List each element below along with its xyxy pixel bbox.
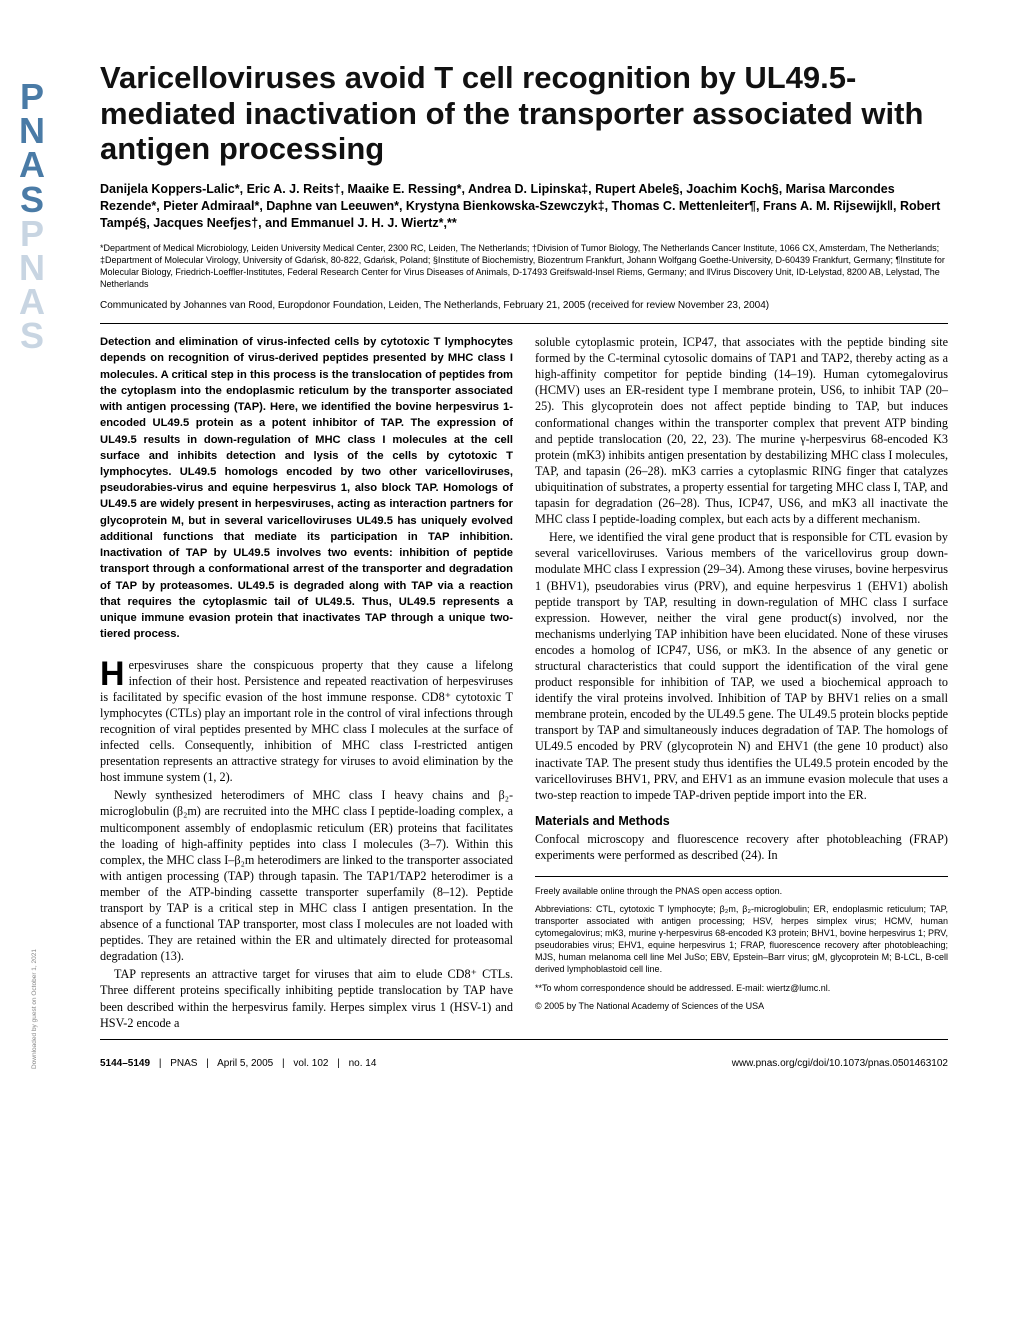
dropcap: H (100, 657, 129, 689)
abstract-text: Detection and elimination of virus-infec… (100, 334, 513, 642)
footer-separator: | (282, 1058, 285, 1069)
heavy-rule (100, 323, 948, 324)
communicated-by: Communicated by Johannes van Rood, Europ… (100, 300, 948, 311)
footer-separator: | (206, 1058, 209, 1069)
footnote-open-access: Freely available online through the PNAS… (535, 885, 948, 897)
footnote-copyright: © 2005 by The National Academy of Scienc… (535, 1000, 948, 1012)
body-paragraph: Herpesviruses share the conspicuous prop… (100, 657, 513, 786)
footnote-abbreviations: Abbreviations: CTL, cytotoxic T lymphocy… (535, 903, 948, 976)
body-paragraph: soluble cytoplasmic protein, ICP47, that… (535, 334, 948, 527)
body-paragraph: Here, we identified the viral gene produ… (535, 529, 948, 803)
body-paragraph: Newly synthesized heterodimers of MHC cl… (100, 787, 513, 964)
footer-left: 5144–5149 | PNAS | April 5, 2005 | vol. … (100, 1058, 376, 1069)
footer-journal: PNAS (170, 1058, 197, 1069)
section-heading-materials: Materials and Methods (535, 813, 948, 830)
body-paragraph: TAP represents an attractive target for … (100, 966, 513, 1030)
footnote-correspondence: **To whom correspondence should be addre… (535, 982, 948, 994)
left-column: Detection and elimination of virus-infec… (100, 334, 513, 1033)
article-title: Varicelloviruses avoid T cell recognitio… (100, 60, 948, 167)
footer-rule (100, 1039, 948, 1040)
body-text: erpesviruses share the conspicuous prope… (100, 658, 513, 785)
footer-separator: | (159, 1058, 162, 1069)
affiliations: *Department of Medical Microbiology, Lei… (100, 242, 948, 291)
footnotes-block: Freely available online through the PNAS… (535, 876, 948, 1012)
author-list: Danijela Koppers-Lalic*, Eric A. J. Reit… (100, 181, 948, 232)
right-column: soluble cytoplasmic protein, ICP47, that… (535, 334, 948, 1033)
footer-volume: vol. 102 (293, 1058, 328, 1069)
footer-doi: www.pnas.org/cgi/doi/10.1073/pnas.050146… (732, 1058, 948, 1069)
two-column-body: Detection and elimination of virus-infec… (100, 334, 948, 1033)
footer-date: April 5, 2005 (217, 1058, 273, 1069)
footer-separator: | (337, 1058, 340, 1069)
page-footer: 5144–5149 | PNAS | April 5, 2005 | vol. … (100, 1058, 948, 1069)
page-content: Varicelloviruses avoid T cell recognitio… (0, 0, 1020, 1109)
body-paragraph: Confocal microscopy and fluorescence rec… (535, 831, 948, 863)
footer-page-range: 5144–5149 (100, 1058, 150, 1069)
footer-issue: no. 14 (349, 1058, 377, 1069)
